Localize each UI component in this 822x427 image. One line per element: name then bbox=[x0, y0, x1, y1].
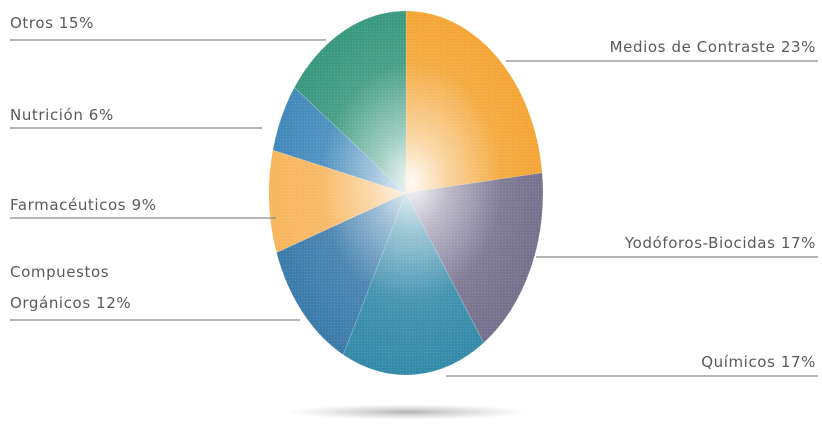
leader-lines bbox=[10, 39, 818, 377]
label-compuestos-line2: Orgánicos 12% bbox=[10, 294, 131, 312]
label-otros: Otros 15% bbox=[10, 14, 94, 32]
label-medios: Medios de Contraste 23% bbox=[610, 38, 816, 56]
label-compuestos-line1: Compuestos bbox=[10, 263, 109, 281]
label-quimicos: Químicos 17% bbox=[701, 353, 816, 371]
pie-shadow bbox=[286, 404, 530, 420]
label-nutricion: Nutrición 6% bbox=[10, 106, 114, 124]
pie-texture bbox=[269, 11, 543, 375]
label-farmaceuticos: Farmacéuticos 9% bbox=[10, 196, 157, 214]
slice-labels: Otros 15% Nutrición 6% Farmacéuticos 9% … bbox=[10, 14, 816, 371]
label-yodoforos: Yodóforos-Biocidas 17% bbox=[624, 234, 816, 252]
